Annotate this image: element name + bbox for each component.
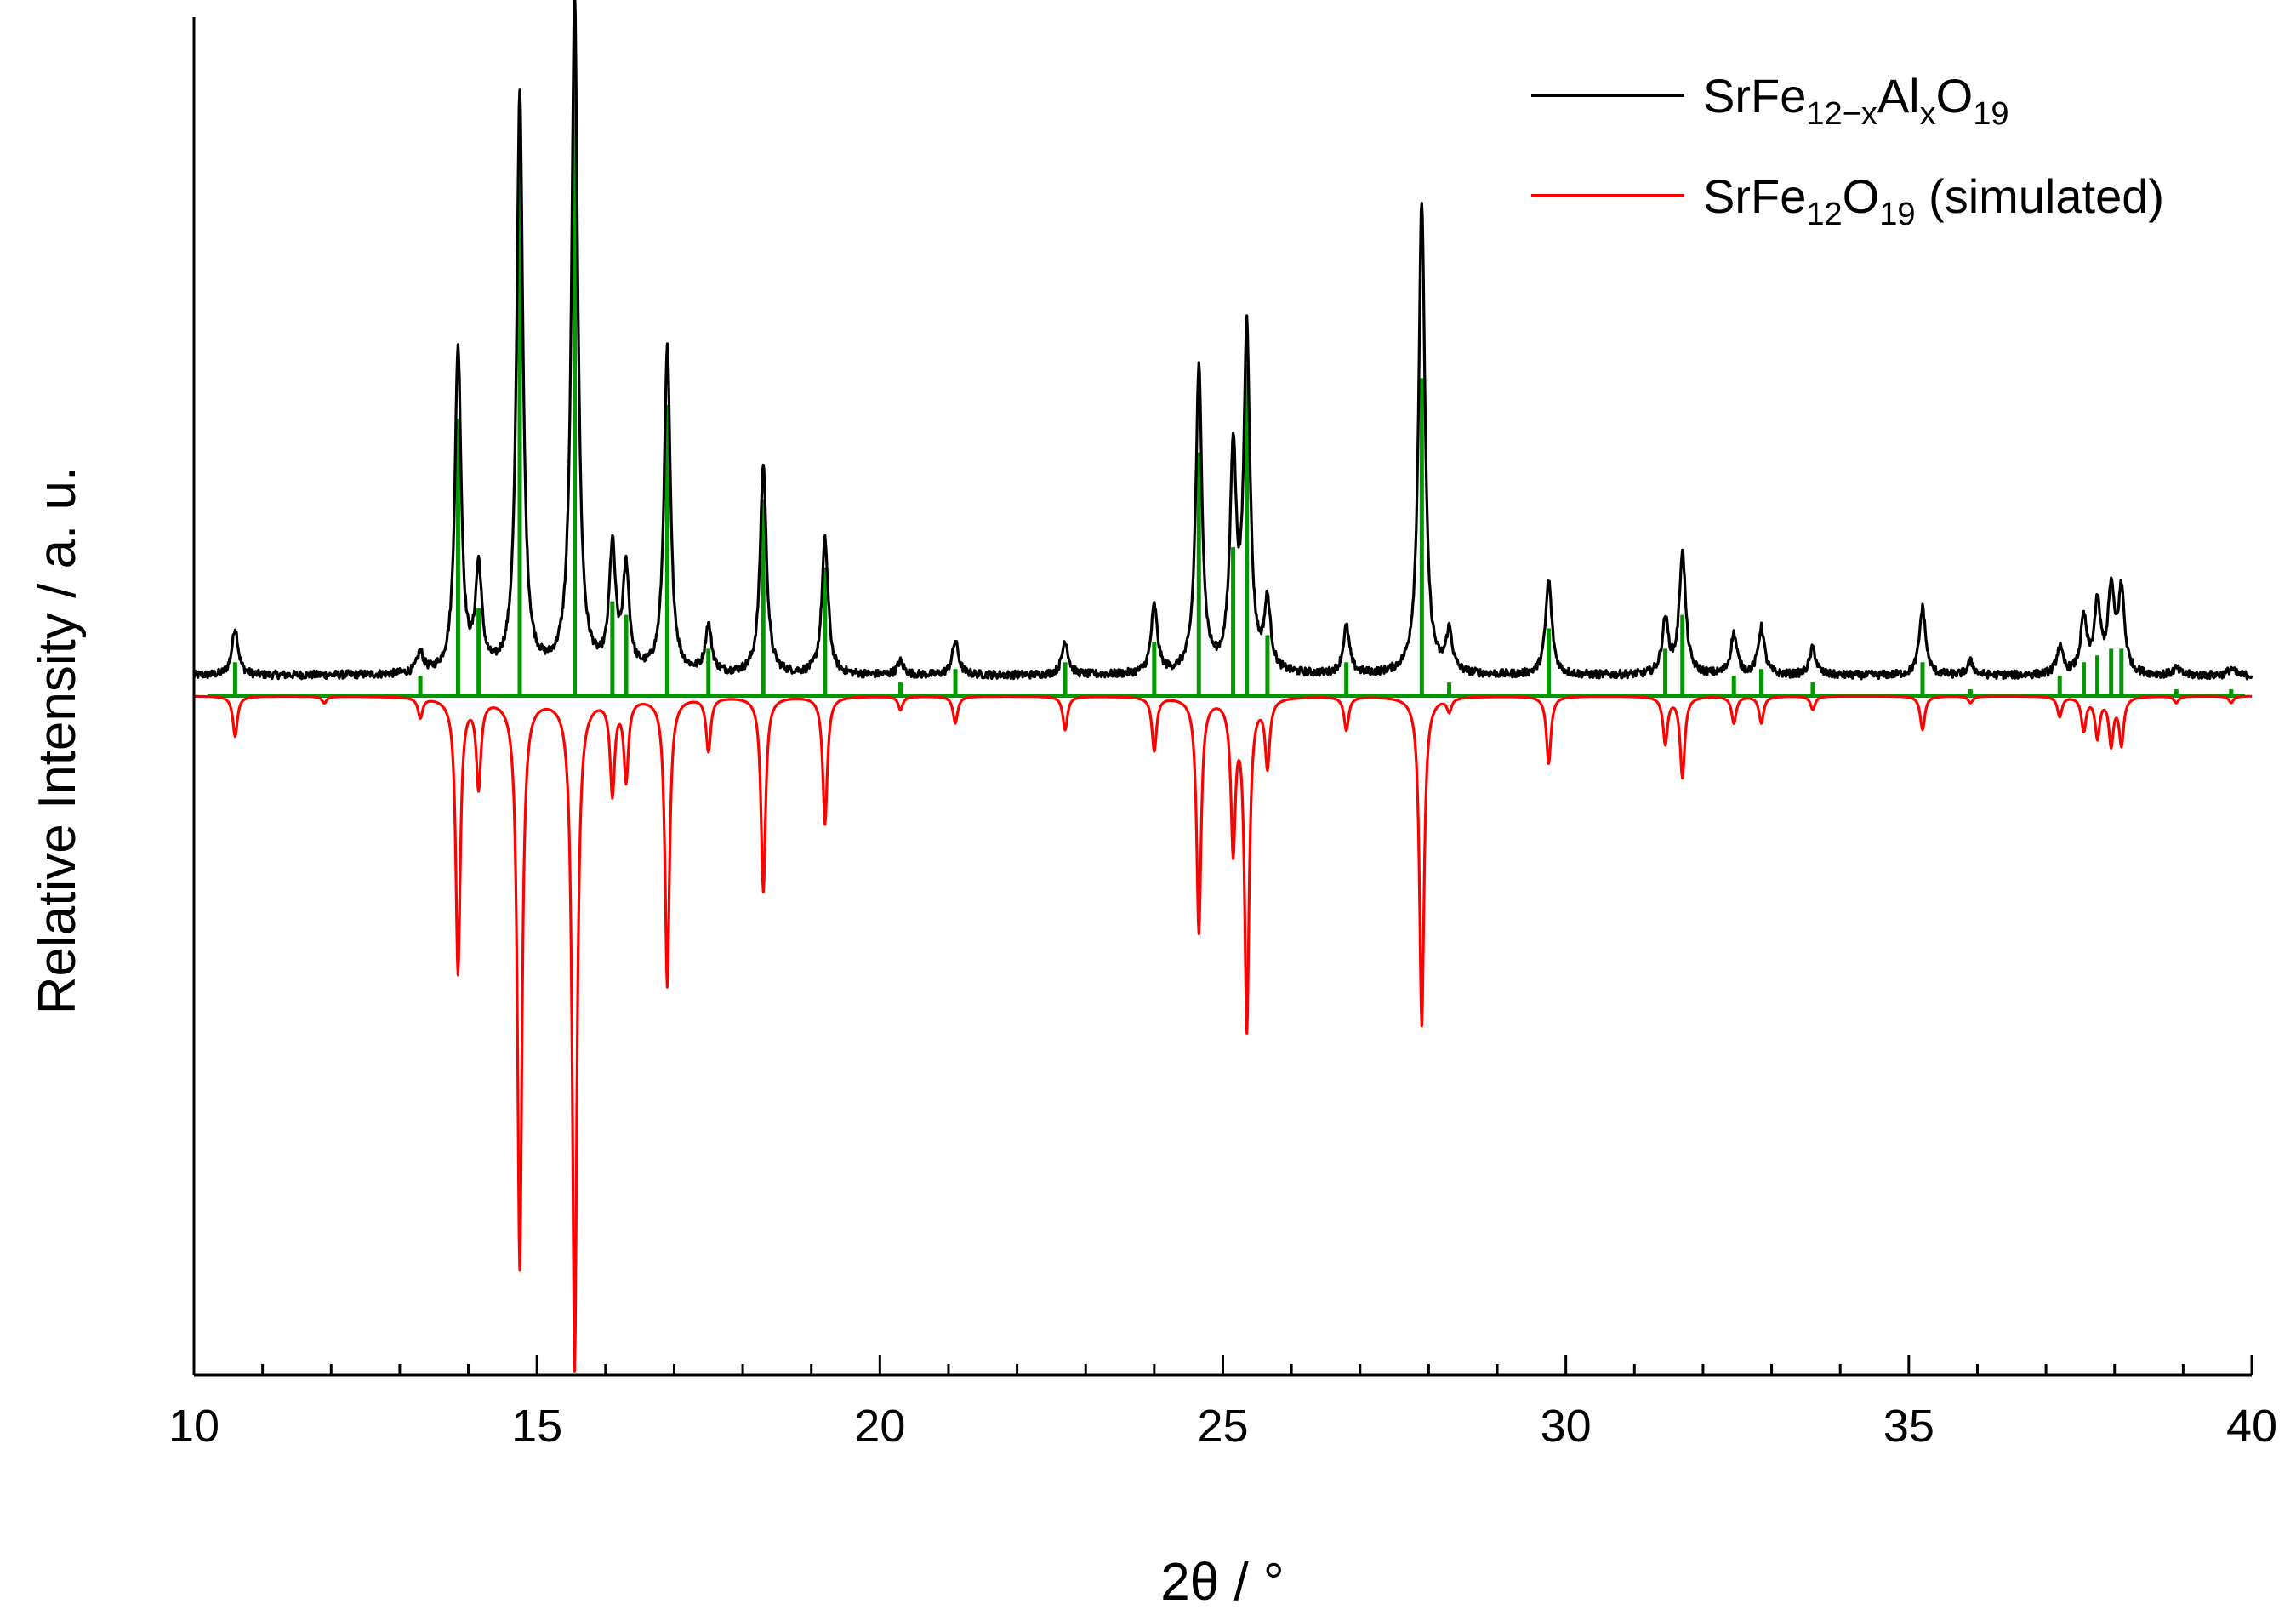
x-tick-label: 20 xyxy=(854,1401,905,1452)
x-ticks: 10 15 20 25 30 35 40 xyxy=(168,1355,2277,1452)
legend: SrFe12−xAlxO19 SrFe12O19 (simulated) xyxy=(1531,69,2164,232)
x-axis-label: 2θ / ° xyxy=(1160,1553,1284,1612)
axes: 10 15 20 25 30 35 40 xyxy=(168,17,2277,1452)
x-tick-label: 10 xyxy=(168,1401,219,1452)
legend-label: SrFe12−xAlxO19 xyxy=(1703,69,2008,132)
x-tick-label: 35 xyxy=(1883,1401,1934,1452)
legend-label: SrFe12O19 (simulated) xyxy=(1703,169,2164,232)
x-tick-label: 40 xyxy=(2226,1401,2277,1452)
simulated-pattern-line xyxy=(193,694,2253,1373)
experimental-pattern-line xyxy=(192,0,2253,681)
x-tick-label: 15 xyxy=(511,1401,562,1452)
x-tick-label: 30 xyxy=(1541,1401,1592,1452)
x-tick-label: 25 xyxy=(1197,1401,1248,1452)
y-axis-label: Relative Intensity / a. u. xyxy=(28,466,87,1014)
